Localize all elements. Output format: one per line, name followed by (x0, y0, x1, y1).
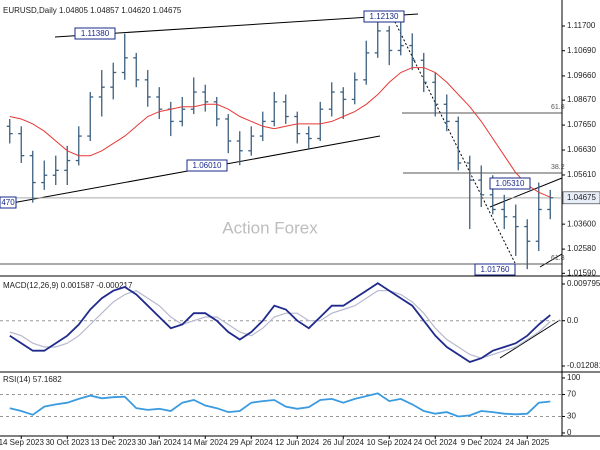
y-tick-label: 1.03600 (567, 219, 596, 228)
annotation-label: 1.05310 (496, 179, 525, 188)
x-tick-label: 26 Jul 2024 (323, 438, 365, 447)
trend-line (392, 17, 516, 264)
annotation-label: 470 (1, 198, 15, 207)
x-tick-label: 12 Jun 2024 (275, 438, 320, 447)
y-tick-label: 1.05610 (567, 170, 596, 179)
x-tick-label: 30 Oct 2023 (45, 438, 89, 447)
series-line (9, 67, 551, 198)
panel-title: RSI(14) 57.1682 (3, 375, 62, 384)
x-tick-label: 9 Dec 2024 (461, 438, 502, 447)
annotation-label: 1.01760 (481, 265, 510, 274)
y-tick-label: 0.0 (567, 316, 579, 325)
x-tick-label: 24 Jan 2025 (505, 438, 550, 447)
y-tick-label: 1.11700 (567, 21, 596, 30)
annotation: 470 (0, 196, 17, 209)
fib-label: 61.8 (551, 255, 565, 262)
trend-line (499, 319, 561, 359)
annotation-label: 1.11380 (81, 29, 110, 38)
annotation: 1.12130 (363, 10, 405, 23)
x-tick-label: 13 Dec 2023 (91, 438, 137, 447)
trend-line (489, 177, 563, 208)
fib-label: 38.2 (551, 164, 565, 171)
y-tick-label: 1.10690 (567, 46, 596, 55)
y-tick-label: 1.07650 (567, 120, 596, 129)
x-tick-label: 29 Apr 2024 (230, 438, 274, 447)
x-tick-label: 14 Mar 2024 (183, 438, 228, 447)
last-price-box (562, 191, 600, 205)
panel-title: EURUSD,Daily 1.04805 1.04857 1.04620 1.0… (3, 6, 182, 15)
x-tick-label: 14 Sep 2023 (0, 438, 44, 447)
y-tick-label: 0 (567, 428, 572, 437)
series-line (9, 392, 551, 418)
x-tick-label: 10 Sep 2024 (367, 438, 413, 447)
y-tick-label: 0.009795 (567, 279, 600, 288)
y-tick-label: 1.08670 (567, 95, 596, 104)
annotation: 1.06010 (186, 159, 228, 172)
y-tick-label: 30 (567, 412, 576, 421)
y-tick-label: 1.09660 (567, 71, 596, 80)
annotation: 1.01760 (474, 263, 516, 276)
y-tick-label: 1.01590 (567, 268, 596, 277)
fib-label: 61.8 (551, 104, 565, 111)
y-tick-label: 1.02580 (567, 244, 596, 253)
panel-title: MACD(12,26,9) 0.001587 -0.000217 (3, 281, 133, 290)
y-tick-label: 1.06630 (567, 145, 596, 154)
trend-line (539, 253, 563, 268)
y-tick-label: -0.012081 (567, 361, 600, 370)
annotation-label: 1.12130 (370, 12, 399, 21)
x-tick-label: 30 Jan 2024 (137, 438, 182, 447)
x-tick-label: 24 Oct 2024 (413, 438, 457, 447)
y-tick-label: 70 (567, 390, 576, 399)
last-price-label: 1.04675 (567, 193, 596, 202)
annotation-label: 1.06010 (193, 161, 222, 170)
series-line (9, 282, 551, 363)
y-tick-label: 100 (567, 373, 581, 382)
watermark: Action Forex (222, 218, 318, 237)
series-line (9, 290, 551, 359)
annotation: 1.11380 (74, 27, 116, 40)
annotation: 1.05310 (489, 177, 531, 190)
